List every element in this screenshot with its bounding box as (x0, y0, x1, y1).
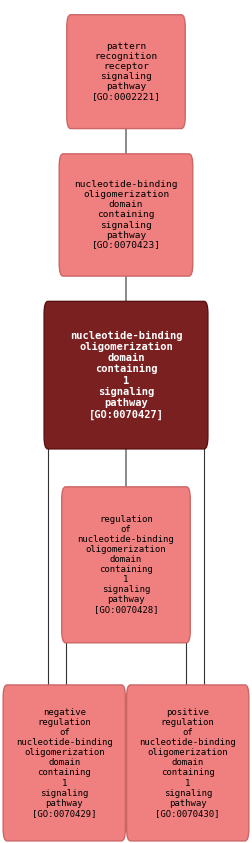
Text: nucleotide-binding
oligomerization
domain
containing
1
signaling
pathway
[GO:007: nucleotide-binding oligomerization domai… (70, 330, 182, 420)
Text: positive
regulation
of
nucleotide-binding
oligomerization
domain
containing
1
si: positive regulation of nucleotide-bindin… (139, 708, 236, 818)
Text: regulation
of
nucleotide-binding
oligomerization
domain
containing
1
signaling
p: regulation of nucleotide-binding oligome… (78, 515, 174, 615)
FancyBboxPatch shape (67, 14, 185, 128)
Text: pattern
recognition
receptor
signaling
pathway
[GO:0002221]: pattern recognition receptor signaling p… (91, 42, 161, 101)
FancyBboxPatch shape (44, 301, 208, 448)
FancyBboxPatch shape (127, 685, 249, 841)
Text: nucleotide-binding
oligomerization
domain
containing
signaling
pathway
[GO:00704: nucleotide-binding oligomerization domai… (74, 180, 178, 250)
Text: negative
regulation
of
nucleotide-binding
oligomerization
domain
containing
1
si: negative regulation of nucleotide-bindin… (16, 708, 113, 818)
FancyBboxPatch shape (59, 153, 193, 276)
FancyBboxPatch shape (62, 487, 190, 642)
FancyBboxPatch shape (3, 685, 125, 841)
